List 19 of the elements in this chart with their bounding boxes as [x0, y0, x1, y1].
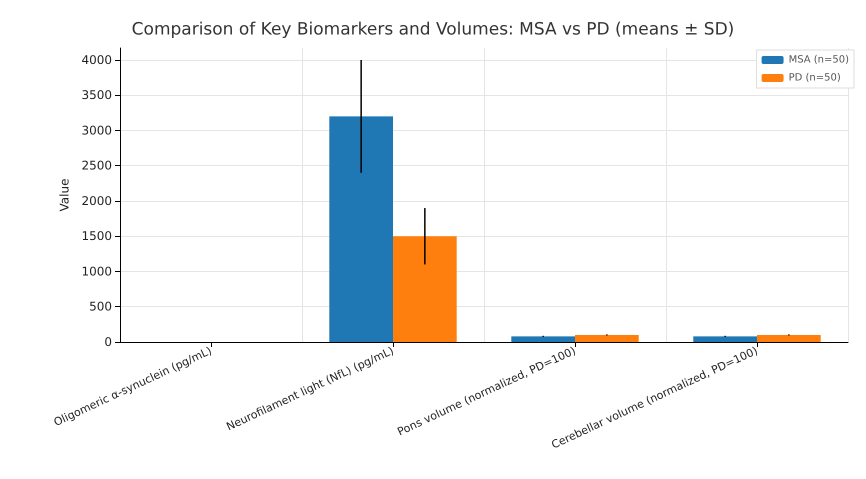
y-tick-label: 2000: [81, 194, 112, 208]
bar: [575, 334, 639, 342]
chart-title: Comparison of Key Biomarkers and Volumes: MSA vs PD (means ± SD): [132, 20, 734, 40]
legend-label: PD (n=50): [788, 72, 841, 84]
y-axis-title: Value: [58, 178, 72, 212]
bar: [329, 116, 393, 342]
y-tick-label: 2500: [81, 158, 112, 173]
y-tick-label: 1500: [81, 229, 112, 244]
bar: [393, 236, 457, 342]
y-tick-label: 3000: [81, 123, 112, 138]
bar: [511, 336, 575, 342]
bar: [757, 334, 821, 342]
bar: [693, 336, 757, 342]
y-tick-label: 0: [104, 335, 112, 349]
y-tick-label: 1000: [81, 264, 112, 278]
y-tick-label: 3500: [81, 88, 112, 102]
y-tick-label: 4000: [81, 52, 112, 67]
y-tick-label: 500: [89, 300, 112, 314]
legend-label: MSA (n=50): [788, 54, 850, 66]
